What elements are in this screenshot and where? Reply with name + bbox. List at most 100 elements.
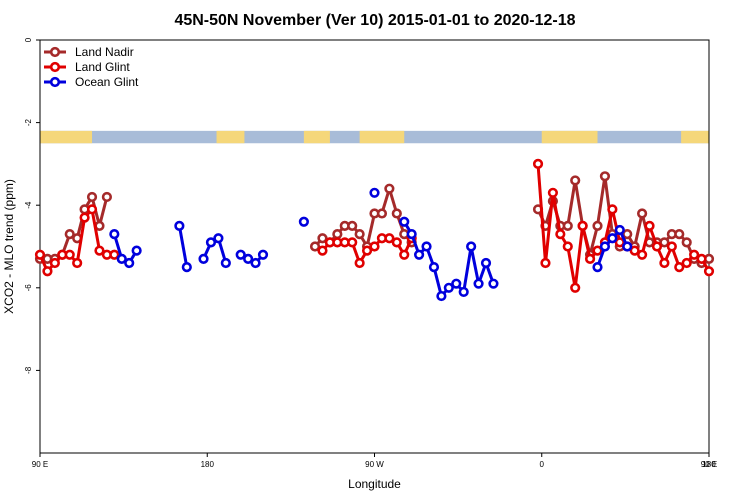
- data-point-land-glint: [42, 266, 53, 277]
- data-point-land-nadir: [570, 175, 581, 186]
- data-point-land-glint: [369, 241, 380, 252]
- band-land: [541, 130, 598, 144]
- data-point-land-nadir: [64, 229, 75, 240]
- y-axis-label: XCO2 - MLO trend (ppm): [2, 179, 16, 314]
- data-point-land-glint: [399, 249, 410, 260]
- data-point-land-glint: [629, 245, 640, 256]
- data-point-ocean-glint: [174, 220, 185, 231]
- legend-marker-land-nadir: [49, 46, 61, 58]
- data-point-land-glint: [109, 249, 120, 260]
- data-point-land-nadir: [86, 191, 98, 203]
- data-point-ocean-glint: [109, 229, 120, 240]
- data-point-land-nadir: [309, 241, 321, 252]
- data-point-ocean-glint: [599, 241, 611, 252]
- data-point-land-glint: [674, 262, 685, 273]
- land-ocean-band: [40, 130, 709, 144]
- data-point-ocean-glint: [473, 278, 484, 289]
- data-point-land-glint: [94, 245, 105, 256]
- data-point-ocean-glint: [414, 249, 425, 260]
- band-land: [359, 130, 405, 144]
- series-land-glint: [34, 158, 715, 293]
- data-point-ocean-glint: [116, 253, 127, 264]
- data-point-land-glint: [361, 245, 373, 256]
- data-point-ocean-glint: [451, 278, 462, 289]
- data-point-land-glint: [681, 257, 692, 269]
- data-point-land-glint: [555, 229, 566, 240]
- data-point-ocean-glint: [607, 233, 618, 244]
- data-point-ocean-glint: [181, 262, 192, 273]
- data-point-ocean-glint: [399, 216, 410, 227]
- series-line-ocean-glint: [177, 225, 189, 268]
- data-point-ocean-glint: [421, 241, 432, 252]
- legend-marker-ocean-glint: [49, 76, 61, 88]
- data-point-land-glint: [577, 220, 588, 231]
- x-axis-label: Longitude: [348, 477, 401, 491]
- data-point-land-glint: [317, 245, 328, 256]
- data-point-ocean-glint: [124, 257, 135, 269]
- data-point-land-glint: [532, 158, 544, 169]
- data-point-land-glint: [347, 237, 358, 248]
- x-tick-label: 90 W: [365, 460, 384, 469]
- data-point-land-nadir: [391, 208, 402, 219]
- data-point-land-glint: [703, 266, 715, 277]
- band-land: [681, 130, 709, 144]
- data-point-land-nadir: [317, 233, 328, 244]
- chart-title: 45N-50N November (Ver 10) 2015-01-01 to …: [174, 12, 575, 29]
- data-point-land-nadir: [562, 220, 573, 231]
- x-tick-label: 0: [540, 460, 545, 469]
- x-tick-label: 180: [201, 460, 215, 469]
- data-point-ocean-glint: [488, 278, 499, 289]
- data-point-ocean-glint: [131, 245, 142, 256]
- data-point-land-glint: [540, 257, 551, 269]
- y-tick-label: -4: [24, 201, 33, 209]
- band-land: [40, 130, 93, 144]
- series-group: [34, 158, 715, 302]
- band-land: [303, 130, 330, 144]
- legend-label-land-nadir: Land Nadir: [75, 45, 134, 59]
- data-point-ocean-glint: [243, 253, 254, 264]
- band-land: [216, 130, 245, 144]
- data-point-land-nadir: [101, 191, 112, 203]
- data-point-ocean-glint: [213, 233, 224, 244]
- data-point-land-glint: [614, 237, 625, 248]
- data-point-land-nadir: [674, 229, 685, 240]
- x-tick-label: 90 E: [32, 460, 48, 469]
- data-point-land-glint: [696, 253, 707, 264]
- y-tick-label: -2: [24, 118, 33, 126]
- data-point-land-nadir: [636, 208, 648, 219]
- data-point-land-nadir: [354, 229, 365, 240]
- y-tick-label: -6: [24, 284, 33, 292]
- data-point-land-glint: [570, 282, 581, 293]
- data-point-land-nadir: [622, 229, 633, 240]
- data-point-land-glint: [49, 257, 60, 269]
- data-point-land-nadir: [332, 229, 343, 240]
- y-tick-label: 0: [24, 37, 33, 42]
- series-ocean-glint: [109, 187, 633, 302]
- data-point-ocean-glint: [369, 187, 380, 198]
- data-point-ocean-glint: [298, 216, 309, 227]
- legend-marker-land-glint: [49, 61, 61, 73]
- data-point-ocean-glint: [480, 257, 492, 269]
- legend-label-ocean-glint: Ocean Glint: [75, 75, 139, 89]
- data-point-ocean-glint: [428, 262, 440, 273]
- x-tick-label: 90 E: [701, 460, 717, 469]
- data-point-land-glint: [391, 237, 402, 248]
- data-point-ocean-glint: [614, 224, 625, 236]
- x-tick-label: 180: [702, 460, 716, 469]
- data-point-ocean-glint: [220, 257, 231, 269]
- data-point-land-glint: [636, 249, 648, 260]
- data-point-land-glint: [607, 204, 618, 215]
- data-point-land-nadir: [347, 220, 358, 231]
- y-axis-ticks: 0 -2 -4 -6 -8: [24, 37, 40, 374]
- data-point-land-nadir: [599, 171, 611, 182]
- data-point-land-glint: [384, 233, 395, 244]
- data-point-land-glint: [79, 212, 90, 223]
- data-point-ocean-glint: [622, 241, 633, 252]
- data-point-land-glint: [34, 249, 46, 260]
- y-tick-label: -8: [24, 366, 33, 374]
- data-point-land-glint: [666, 241, 677, 252]
- data-point-ocean-glint: [406, 229, 417, 240]
